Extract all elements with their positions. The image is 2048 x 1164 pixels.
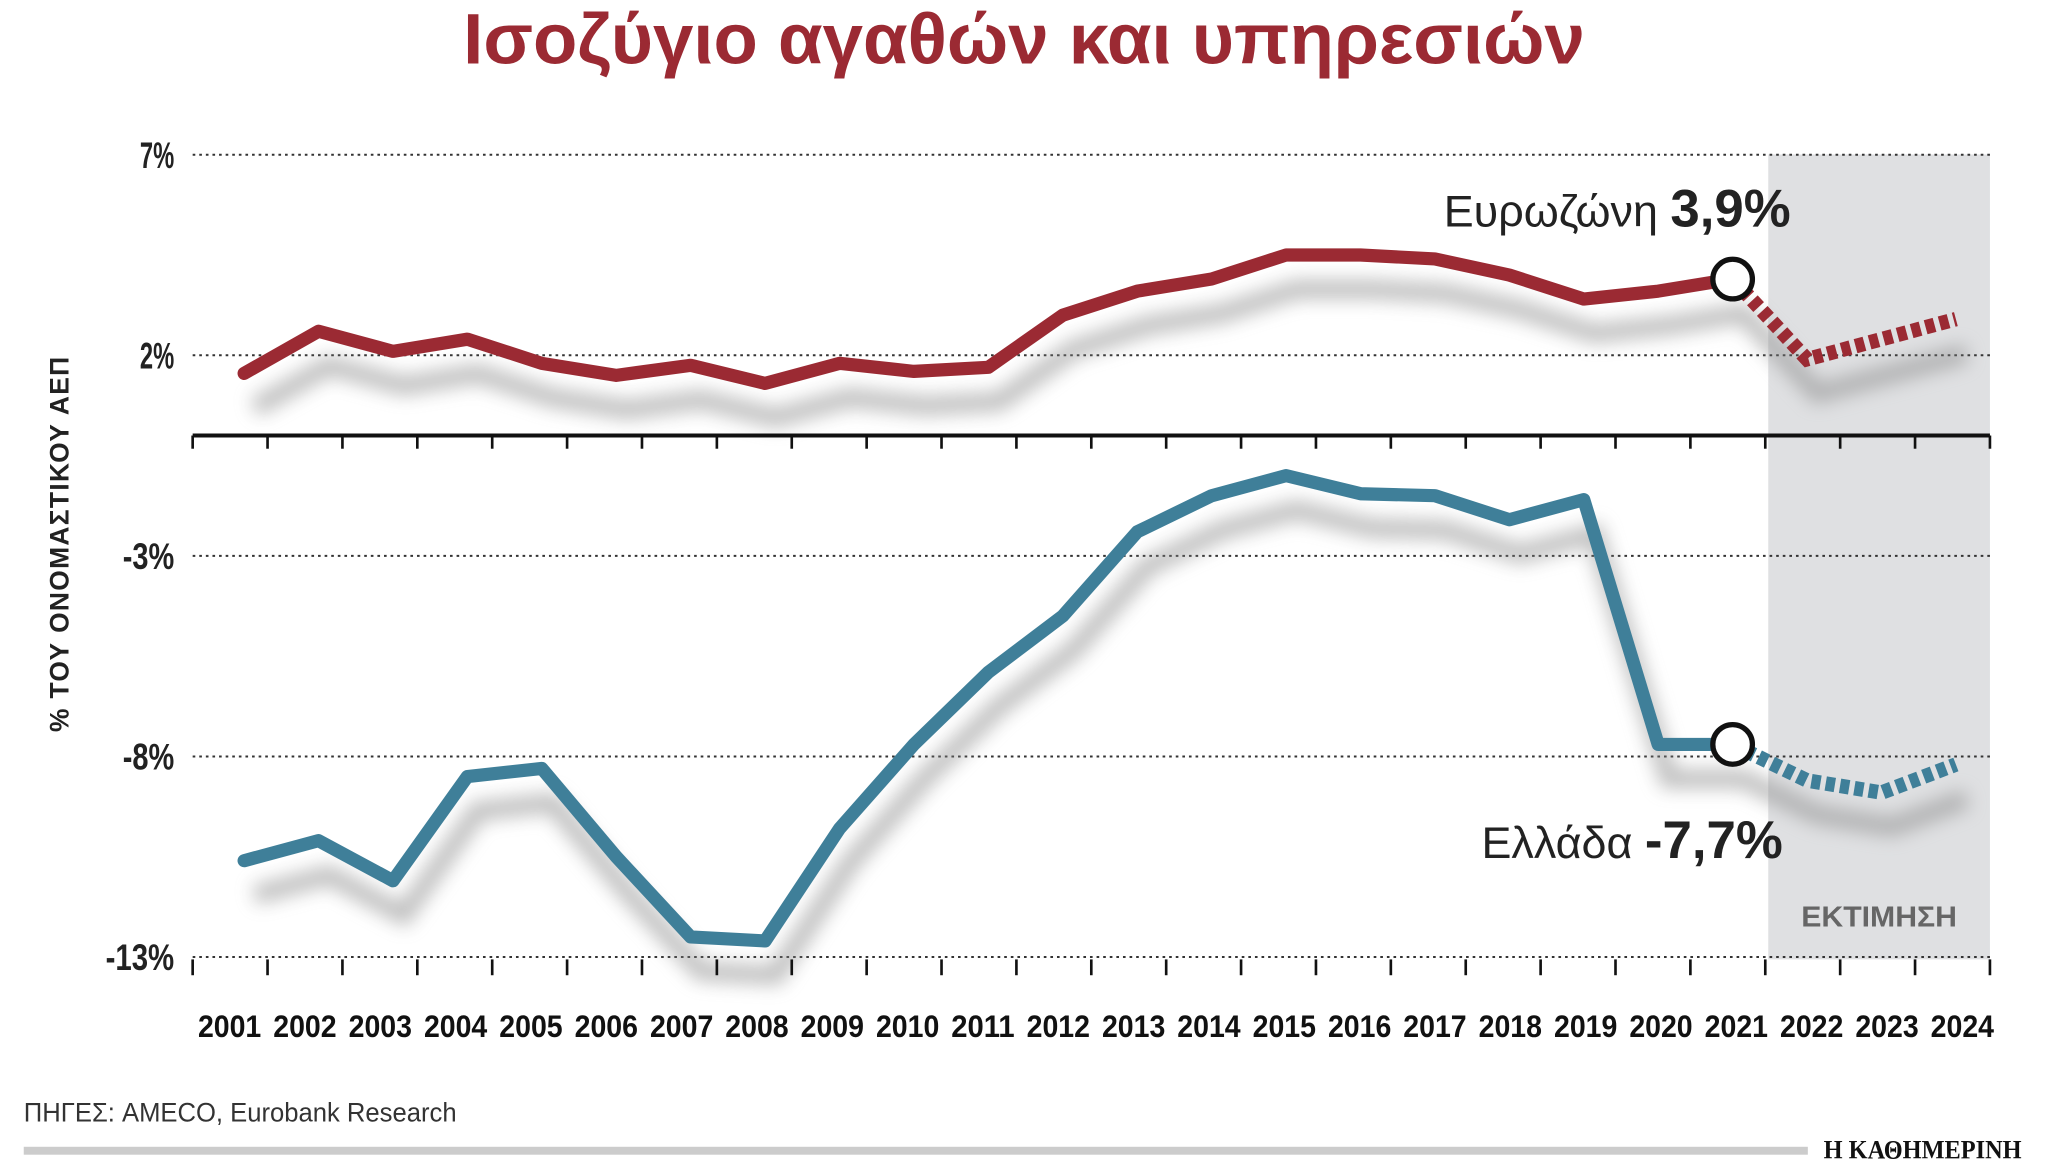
x-tick-label: 2014 [1177, 1008, 1241, 1044]
x-tick-label: 2005 [499, 1008, 562, 1044]
series-shadow [250, 280, 1969, 428]
x-tick-label: 2021 [1705, 1008, 1768, 1044]
series-line-greece [237, 469, 1740, 948]
x-tick-label: 2009 [801, 1008, 864, 1044]
footer-rule [23, 1146, 1808, 1155]
y-tick-label: 2% [140, 335, 174, 376]
x-tick-label: 2018 [1479, 1008, 1542, 1044]
series-estimate-line [1727, 274, 1958, 368]
x-tick-label: 2012 [1027, 1008, 1090, 1044]
series-line-eurozone [237, 248, 1740, 390]
x-tick-label: 2001 [198, 1008, 261, 1044]
series-label: Ευρωζώνη 3,9% [1444, 179, 1791, 238]
highlight-marker [1710, 256, 1756, 302]
x-tick-label: 2022 [1780, 1008, 1843, 1044]
x-tick-label: 2023 [1855, 1008, 1918, 1044]
x-tick-label: 2011 [951, 1008, 1014, 1044]
x-tick-label: 2007 [650, 1008, 713, 1044]
series-name: Ελλάδα [1482, 817, 1645, 868]
x-tick-label: 2015 [1253, 1008, 1316, 1044]
series-value: -7,7% [1645, 811, 1783, 870]
x-tick-label: 2008 [725, 1008, 788, 1044]
series-value: 3,9% [1670, 179, 1790, 238]
x-tick-label: 2019 [1554, 1008, 1617, 1044]
x-tick-label: 2017 [1403, 1008, 1466, 1044]
estimate-band [1768, 154, 1990, 960]
y-tick-label: -3% [123, 536, 174, 577]
source-text: ΠΗΓΕΣ: AMECO, Eurobank Research [24, 1098, 457, 1128]
x-tick-label: 2013 [1102, 1008, 1165, 1044]
x-tick-label: 2002 [273, 1008, 336, 1044]
y-tick-label: 7% [140, 135, 174, 176]
estimate-label: ΕΚΤΙΜΗΣΗ [1801, 901, 1957, 933]
chart-title: Ισοζύγιο αγαθών και υπηρεσιών [463, 0, 1585, 79]
series-shadow [252, 500, 1970, 985]
x-tick-label: 2010 [876, 1008, 939, 1044]
y-tick-label: -13% [106, 937, 175, 978]
series-estimate-line [1729, 737, 1959, 801]
y-tick-label: -8% [123, 737, 174, 778]
x-tick-label: 2003 [349, 1008, 412, 1044]
x-tick-label: 2004 [424, 1008, 488, 1044]
x-tick-label: 2024 [1931, 1008, 1995, 1044]
x-tick-label: 2006 [575, 1008, 638, 1044]
highlight-marker [1710, 721, 1756, 767]
series-name: Ευρωζώνη [1444, 185, 1671, 236]
series-label: Ελλάδα -7,7% [1482, 811, 1783, 870]
x-tick-label: 2020 [1629, 1008, 1692, 1044]
x-tick-label: 2016 [1328, 1008, 1391, 1044]
publisher-logo: Η ΚΑΘΗΜΕΡΙΝΗ [1824, 1135, 2022, 1164]
y-axis-label: % ΤΟΥ ΟΝΟΜΑΣΤΙΚΟΥ ΑΕΠ [45, 356, 75, 732]
